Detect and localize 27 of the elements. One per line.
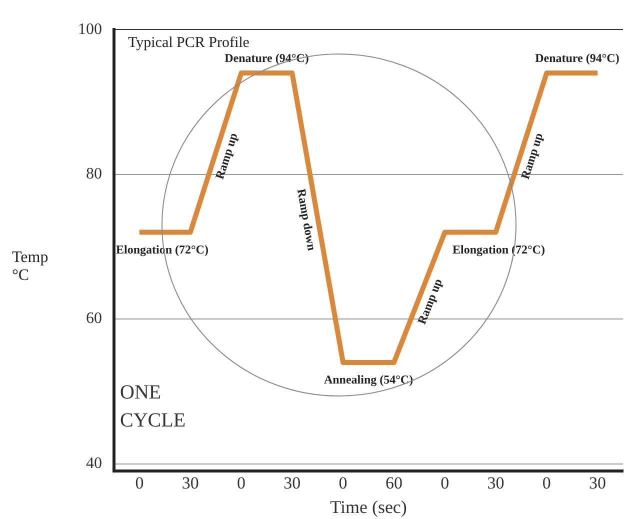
x-tick-label: 0	[440, 474, 450, 493]
annotation: Ramp down	[294, 188, 320, 252]
x-tick-label: 30	[182, 474, 199, 493]
x-tick-label: 0	[135, 474, 144, 493]
annotation: Denature (94°C)	[535, 51, 620, 66]
y-tick-label: 60	[86, 310, 102, 328]
annotation: Ramp up	[212, 130, 240, 181]
x-tick-label: 30	[284, 474, 301, 493]
x-tick-label: 0	[338, 474, 348, 493]
annotation: Ramp up	[518, 130, 546, 181]
x-tick-label: 30	[589, 474, 606, 493]
y-tick-label: 100	[78, 20, 102, 38]
x-tick-label: 0	[237, 474, 246, 493]
y-tick-label: 40	[86, 454, 102, 472]
annotation: Elongation (72°C)	[452, 242, 545, 256]
annotation: Elongation (72°C)	[116, 242, 208, 256]
annotation: Denature (94°C)	[224, 51, 309, 66]
y-tick-label: 80	[86, 166, 102, 183]
x-tick-label: 30	[487, 474, 504, 493]
annotation: Annealing (54°C)	[324, 372, 414, 387]
y-axis-title: Temp °C	[12, 248, 48, 284]
x-axis-title: Time (sec)	[330, 496, 407, 517]
annotation: Ramp up	[414, 276, 446, 326]
x-tick-label: 60	[385, 474, 402, 493]
chart-title: Typical PCR Profile	[128, 35, 250, 52]
annotation: ONE CYCLE	[120, 382, 186, 432]
x-tick-label: 0	[542, 474, 551, 493]
